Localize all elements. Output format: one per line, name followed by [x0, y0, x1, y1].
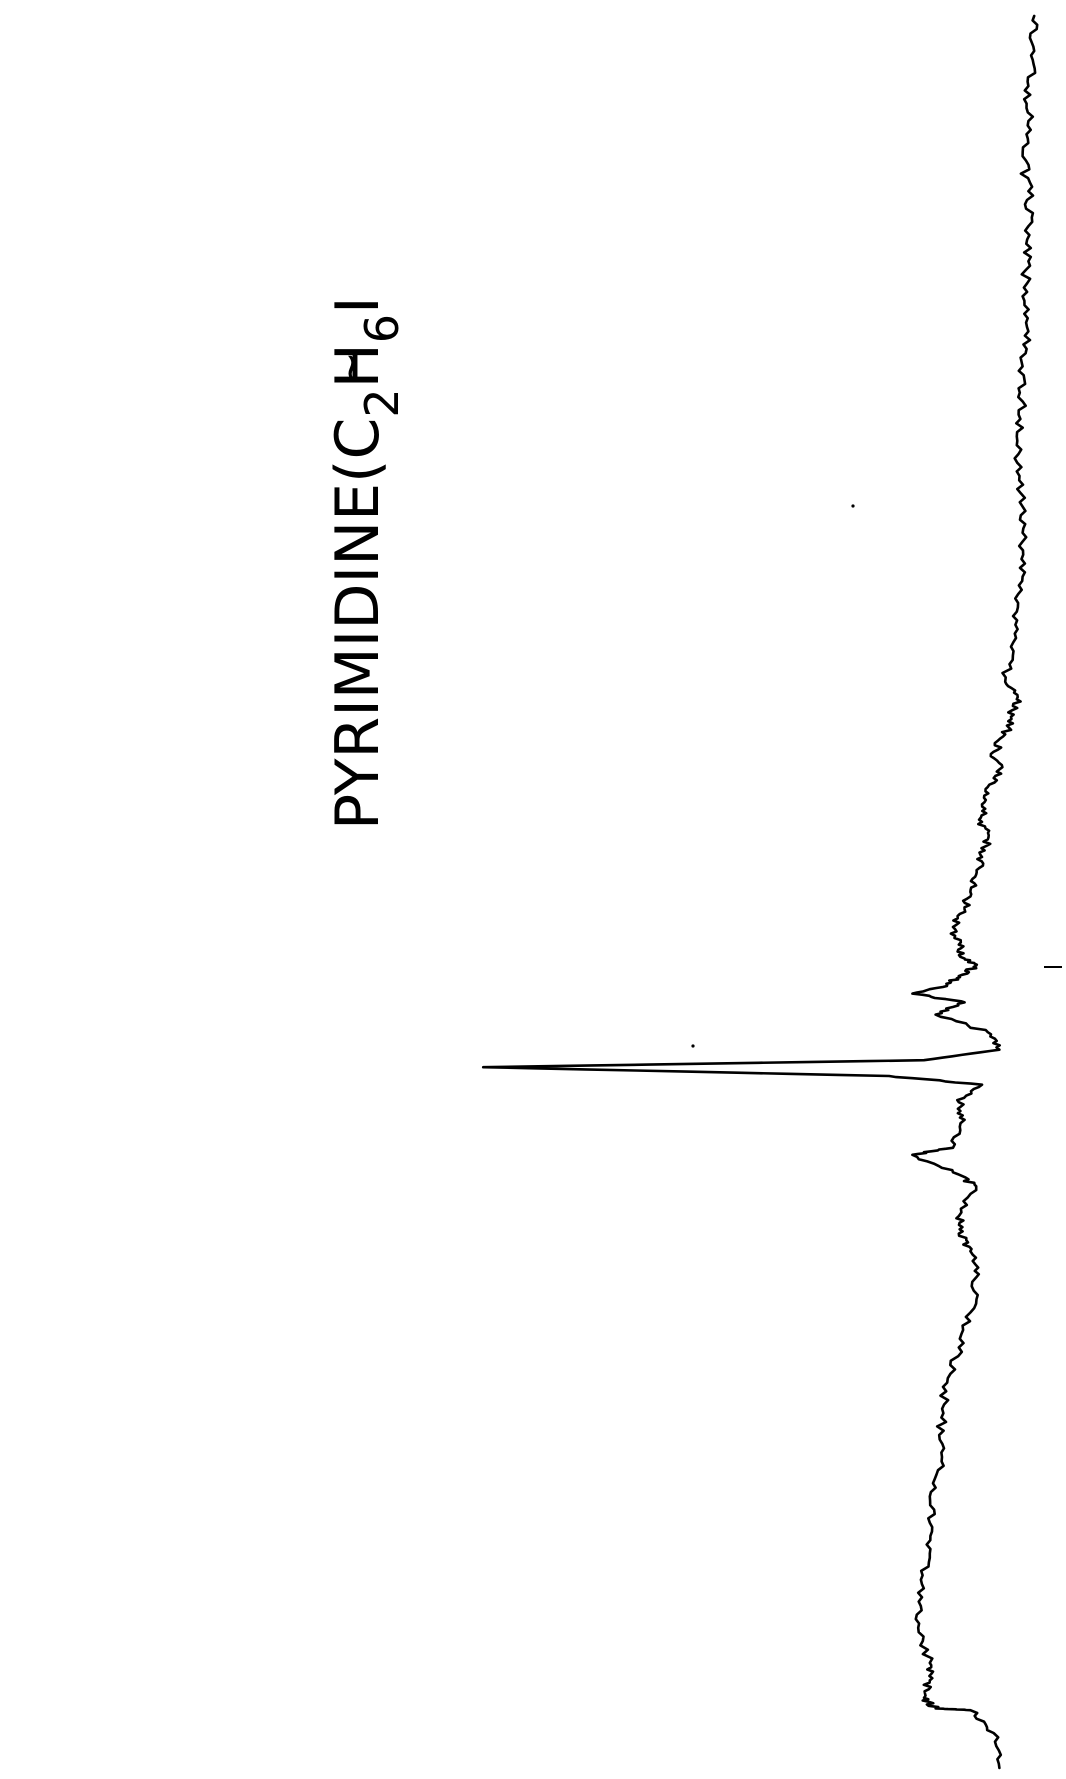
- title-subscript-2: 2: [355, 388, 409, 417]
- chart-title: PYRIMIDINE(C2H6I ~: [323, 296, 409, 830]
- title-h: H: [323, 343, 393, 388]
- stray-dot: [851, 504, 855, 508]
- stray-dot: [691, 1044, 695, 1048]
- spectrum-line: [481, 14, 1039, 1770]
- title-main: PYRIMIDINE(C: [323, 418, 393, 830]
- svg-text:PYRIMIDINE(C2H6I: PYRIMIDINE(C2H6I: [323, 296, 409, 830]
- title-subscript-6: 6: [355, 314, 409, 343]
- title-tilde: ~: [328, 351, 374, 385]
- title-end: I: [323, 296, 393, 314]
